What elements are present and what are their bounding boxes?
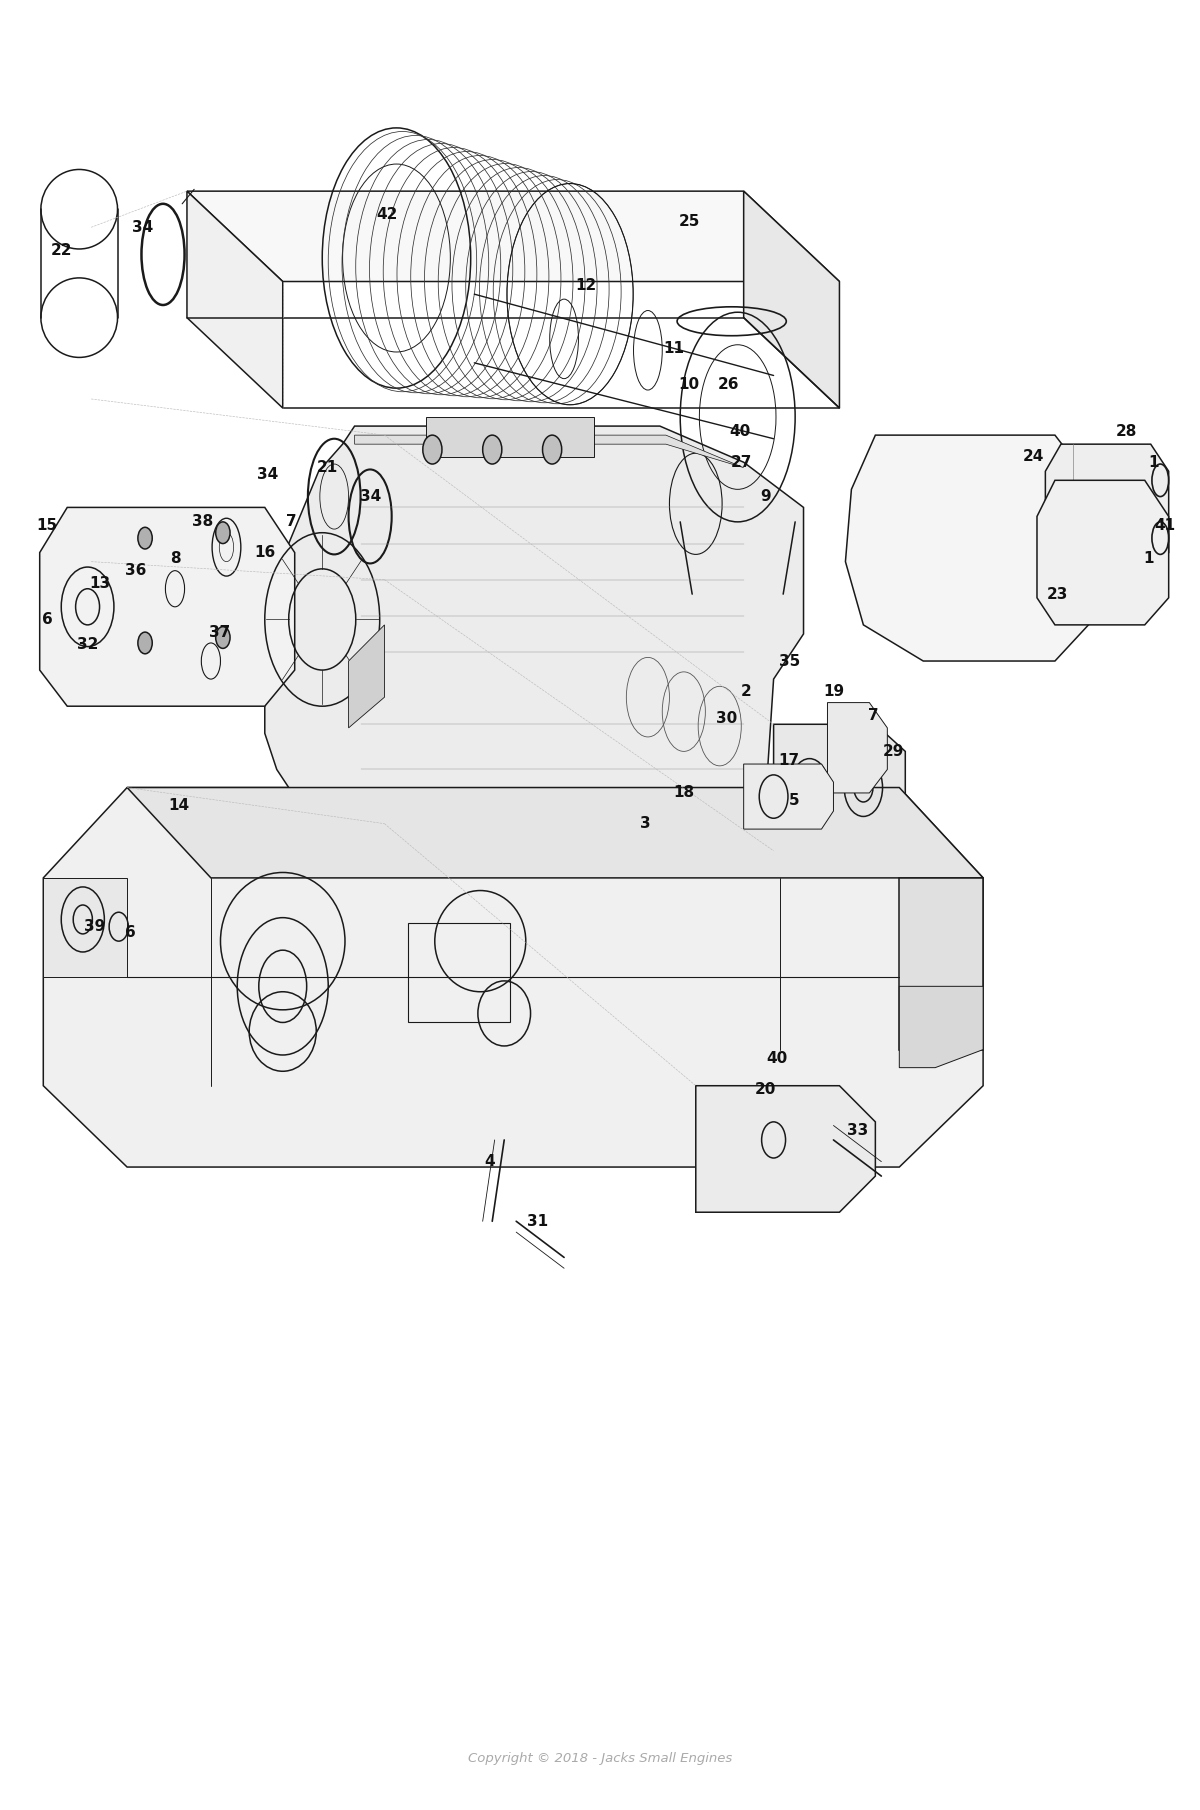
Text: 17: 17 <box>779 753 799 767</box>
Polygon shape <box>828 702 887 793</box>
Circle shape <box>542 434 562 463</box>
Polygon shape <box>354 434 744 467</box>
Text: 40: 40 <box>767 1052 788 1066</box>
Bar <box>408 923 510 1023</box>
Text: 11: 11 <box>664 340 685 357</box>
Text: 38: 38 <box>192 514 214 529</box>
Text: 39: 39 <box>84 919 106 934</box>
Text: 15: 15 <box>36 518 58 532</box>
Text: 19: 19 <box>823 684 844 699</box>
Text: 41: 41 <box>1154 518 1176 532</box>
Polygon shape <box>40 507 295 706</box>
Polygon shape <box>1037 480 1169 624</box>
Polygon shape <box>187 192 283 407</box>
Polygon shape <box>348 624 384 728</box>
Text: 5: 5 <box>788 793 799 807</box>
Polygon shape <box>696 1086 875 1213</box>
Circle shape <box>138 632 152 653</box>
Text: 32: 32 <box>77 637 98 652</box>
Text: 14: 14 <box>168 798 190 813</box>
Text: 20: 20 <box>755 1082 776 1097</box>
Circle shape <box>138 527 152 548</box>
Polygon shape <box>744 764 834 829</box>
Circle shape <box>422 434 442 463</box>
Text: 28: 28 <box>1116 424 1138 440</box>
Text: 7: 7 <box>868 708 878 722</box>
Polygon shape <box>127 787 983 878</box>
Text: 24: 24 <box>1022 449 1044 465</box>
Text: Copyright © 2018 - Jacks Small Engines: Copyright © 2018 - Jacks Small Engines <box>468 1752 732 1765</box>
Text: 34: 34 <box>257 467 277 483</box>
Text: 18: 18 <box>673 786 695 800</box>
Text: 34: 34 <box>360 489 380 503</box>
Text: 29: 29 <box>883 744 904 758</box>
Text: 1: 1 <box>1148 454 1158 471</box>
Circle shape <box>482 434 502 463</box>
Text: 3: 3 <box>640 816 650 831</box>
Text: 7: 7 <box>286 514 296 529</box>
Text: 34: 34 <box>132 219 154 235</box>
Text: 8: 8 <box>169 550 180 565</box>
Polygon shape <box>43 787 983 1167</box>
Text: 30: 30 <box>716 711 738 726</box>
Text: 40: 40 <box>730 424 751 440</box>
Text: 35: 35 <box>779 653 799 668</box>
Text: 22: 22 <box>50 243 72 259</box>
Text: 12: 12 <box>575 277 596 293</box>
Text: 6: 6 <box>125 925 136 939</box>
Text: 36: 36 <box>125 563 146 577</box>
Text: 27: 27 <box>731 454 752 471</box>
Polygon shape <box>846 434 1097 661</box>
Text: 33: 33 <box>847 1124 868 1138</box>
Text: 31: 31 <box>527 1215 548 1229</box>
Text: 25: 25 <box>679 214 701 230</box>
Text: 13: 13 <box>89 576 110 590</box>
Text: 26: 26 <box>718 376 739 393</box>
Text: 9: 9 <box>760 489 770 503</box>
Polygon shape <box>774 724 905 851</box>
Text: Jacks
Small
Engines: Jacks Small Engines <box>494 614 574 673</box>
Polygon shape <box>899 878 983 1050</box>
Polygon shape <box>187 192 840 282</box>
Circle shape <box>216 521 230 543</box>
Text: 2: 2 <box>740 684 751 699</box>
Text: 6: 6 <box>42 612 53 626</box>
Text: 4: 4 <box>485 1155 496 1169</box>
Text: 1: 1 <box>1144 550 1153 565</box>
Text: 16: 16 <box>254 545 276 559</box>
Circle shape <box>216 626 230 648</box>
Polygon shape <box>43 878 127 977</box>
Polygon shape <box>744 192 840 407</box>
Text: 37: 37 <box>209 624 230 639</box>
Text: 42: 42 <box>377 206 397 223</box>
Text: 10: 10 <box>678 376 700 393</box>
Text: 21: 21 <box>317 460 337 476</box>
Text: 23: 23 <box>1046 586 1068 601</box>
Bar <box>426 416 594 456</box>
Polygon shape <box>899 986 983 1068</box>
Polygon shape <box>265 425 804 842</box>
Polygon shape <box>1045 443 1169 579</box>
